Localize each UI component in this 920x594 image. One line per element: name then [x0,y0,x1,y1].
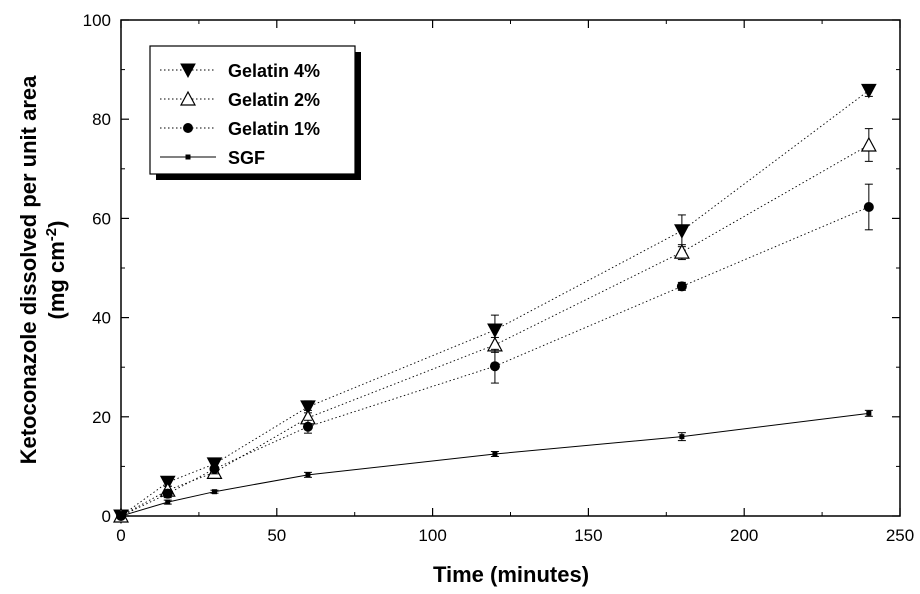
data-point [162,488,173,499]
axes: 0 50 100 150 200 250 0 20 40 60 80 100 [83,11,915,545]
legend-label: Gelatin 1% [228,119,320,139]
y-axis-title: Ketoconazole dissolved per unit area (mg… [16,75,69,465]
data-point [676,281,687,292]
data-point [300,400,316,415]
x-axis-title: Time (minutes) [433,562,589,587]
legend-label: Gelatin 2% [228,90,320,110]
data-point [211,489,217,495]
y-tick-label: 20 [92,408,111,427]
x-tick-label: 50 [267,526,286,545]
y-tick-label: 60 [92,209,111,228]
data-point [860,136,877,152]
data-point [305,472,311,478]
data-point [489,361,500,372]
series-sgf [118,409,873,519]
legend-item: Gelatin 1% [160,119,320,139]
y-axis-unit-exponent: -2 [43,228,60,241]
legend-item: Gelatin 2% [160,90,320,110]
x-tick-label: 200 [730,526,758,545]
legend: Gelatin 4% Gelatin 2% Gelatin 1% SGF [149,45,361,180]
legend-label: Gelatin 4% [228,61,320,81]
data-point [165,499,171,505]
y-axis-title-line1: Ketoconazole dissolved per unit area [16,75,41,465]
y-tick-label: 0 [102,507,111,526]
data-point [302,421,313,432]
y-tick-label: 100 [83,11,111,30]
legend-swatch-marker [180,63,196,79]
y-axis-unit-suffix: ) [44,221,69,228]
data-point [118,513,124,519]
data-point [679,434,685,440]
data-point [492,451,498,457]
legend-swatch-marker [179,90,197,106]
x-tick-label: 150 [574,526,602,545]
legend-label: SGF [228,148,265,168]
series-line [120,412,869,517]
x-tick-label: 0 [116,526,125,545]
legend-swatch-marker [185,154,191,160]
legend-swatch-marker [183,123,193,133]
x-tick-label: 100 [418,526,446,545]
data-point [209,463,220,474]
data-point [866,410,872,416]
legend-item: SGF [160,148,265,168]
y-axis-unit-prefix: (mg cm [44,241,69,319]
series-gelatin-1- [116,183,874,521]
x-tick-label: 250 [886,526,914,545]
data-point [863,201,874,212]
y-tick-label: 40 [92,309,111,328]
data-point [861,83,877,99]
legend-item: Gelatin 4% [160,61,320,81]
data-point [673,243,690,259]
data-point [487,323,503,339]
y-axis-title-line2: (mg cm-2) [43,221,69,320]
y-tick-label: 80 [92,110,111,129]
data-point [674,224,690,239]
series-layer [112,83,877,525]
